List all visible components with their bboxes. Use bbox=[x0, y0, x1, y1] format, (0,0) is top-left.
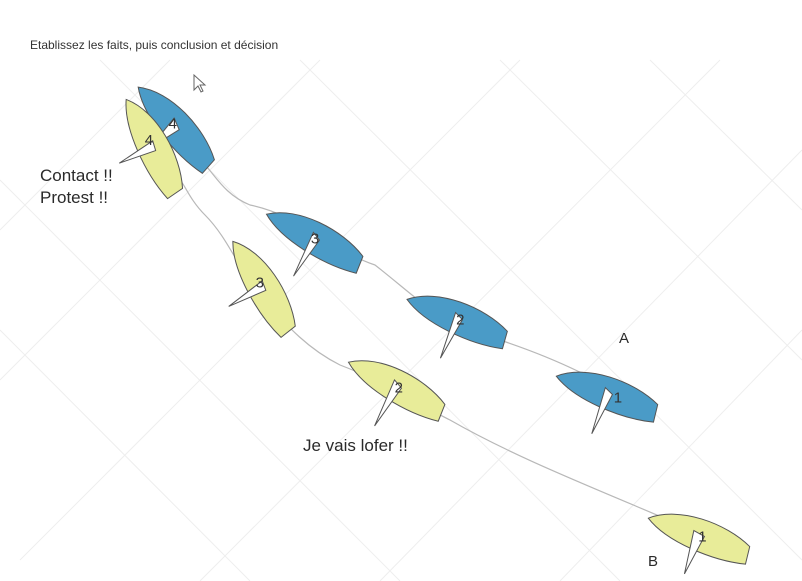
callout-lofer: Je vais lofer !! bbox=[303, 436, 408, 455]
mouse-cursor-icon bbox=[193, 73, 207, 93]
background-grid bbox=[0, 59, 802, 581]
boat-a-3-number: 3 bbox=[311, 230, 319, 247]
boat-b-2-number: 2 bbox=[395, 379, 403, 396]
sail-icon bbox=[118, 140, 157, 164]
instruction-text: Etablissez les faits, puis conclusion et… bbox=[30, 38, 278, 52]
boat-a-2-number: 2 bbox=[456, 312, 464, 329]
boat-b-1-number: 1 bbox=[698, 529, 706, 546]
boat-a-3: 3 bbox=[265, 212, 364, 277]
boat-b-2: 2 bbox=[347, 360, 446, 427]
boat-b-1: 1 bbox=[647, 513, 751, 575]
callout-contact: Contact !! bbox=[40, 166, 113, 185]
track-boat-a bbox=[204, 164, 656, 416]
label-boat-a: A bbox=[619, 330, 629, 347]
boat-a-1-number: 1 bbox=[614, 389, 622, 406]
boat-b-3-number: 3 bbox=[256, 274, 264, 291]
sail-icon bbox=[293, 231, 321, 277]
sail-icon bbox=[228, 279, 267, 307]
boat-b-4: 4 bbox=[118, 98, 184, 200]
sail-icon bbox=[374, 378, 403, 427]
boat-a-2: 2 bbox=[406, 295, 508, 359]
sail-icon bbox=[439, 311, 464, 359]
track-boat-b bbox=[179, 179, 681, 526]
boat-b-3: 3 bbox=[228, 240, 296, 339]
label-boat-b: B bbox=[648, 553, 658, 570]
boat-a-4-number: 4 bbox=[169, 115, 177, 132]
sail-icon bbox=[591, 386, 614, 435]
boat-a-1: 1 bbox=[555, 371, 659, 435]
callout-protest: Protest !! bbox=[40, 188, 108, 207]
boat-b-4-number: 4 bbox=[145, 132, 153, 149]
sail-icon bbox=[683, 529, 706, 575]
